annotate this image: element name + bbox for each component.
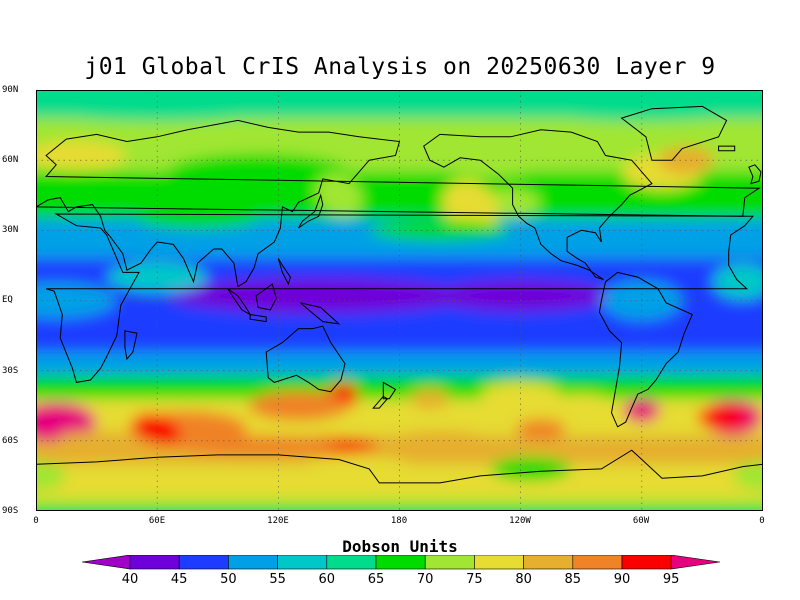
coastline-java [249,313,267,323]
coastline-australia [265,325,346,393]
graticule [36,90,763,511]
ozone-region [248,390,349,421]
colorbar-arrow-high [670,555,721,570]
coastline-madagascar [124,330,138,361]
coastline-iceland [718,145,736,152]
ozone-region [733,460,763,491]
ozone-region [440,152,541,177]
lon-label-120w: 120W [509,516,531,526]
colorbar-tick-label: 80 [515,572,532,587]
colorbar-segment [178,555,229,570]
coastline-new-zealand-north [382,381,397,400]
ozone-region [315,173,363,218]
ozone-map [36,90,763,511]
map-title: j01 Global CrIS Analysis on 20250630 Lay… [84,54,716,80]
ozone-region [480,382,561,407]
coastline-greenland [620,105,728,161]
lat-label-30s: 30S [2,366,19,376]
ozone-region [442,179,499,235]
coastline-new-guinea [300,302,341,325]
ozone-region [36,460,66,491]
colorbar-tick-label: 85 [564,572,582,587]
map-frame [36,90,763,511]
colorbar-tick-label: 45 [170,572,188,587]
colorbar-tick-label: 95 [662,572,680,587]
colorbar [81,555,721,570]
colorbar-arrow-low [81,555,131,570]
lon-label-0: 0 [33,516,39,526]
ozone-region [168,277,469,314]
coastline-borneo [255,283,277,311]
colorbar-segment [523,555,574,570]
ozone-region [430,279,611,312]
lat-label-90n: 90N [2,85,19,95]
ozone-region [515,419,566,440]
colorbar-segment [129,555,180,570]
ozone-region [36,282,117,319]
ozone-region [697,405,748,430]
ozone-region [409,388,450,409]
ozone-region [178,435,339,456]
lon-label-60w: 60W [632,516,650,526]
colorbar-title: Dobson Units [342,537,458,556]
colorbar-tick-label: 70 [416,572,434,587]
coastline-north-america [423,129,653,280]
coastline-south-america [598,271,693,428]
lon-label-120e: 120E [267,516,289,526]
ozone-band [36,351,763,376]
colorbar-tick-label: 55 [269,572,286,587]
colorbar-segment [375,555,426,570]
lat-label-30n: 30N [2,225,19,235]
lat-label-eq: EQ [2,295,13,305]
colorbar-segment [474,555,524,570]
colorbar-segment [326,555,377,570]
colorbar-segment [424,555,475,570]
coastline-great-britain [748,164,762,185]
ozone-region [309,456,410,473]
colorbar-tick-label: 75 [466,572,483,587]
ozone-region [712,263,763,300]
colorbar-tick-label: 65 [367,572,385,587]
ozone-region [36,140,127,171]
ozone-region [546,393,617,418]
ozone-region [369,220,510,241]
ozone-region [389,430,490,451]
coastline-africa [45,213,754,383]
colorbar-segment [277,555,328,570]
lon-label-60e: 60E [148,516,166,526]
lon-label-180: 180 [390,516,408,526]
ozone-field-svg [36,90,763,511]
coastline-new-zealand-south [372,395,389,409]
colorbar-tick-label: 60 [318,572,336,587]
coastline-japan [298,193,324,229]
ozone-region [137,208,258,229]
colorbar-segment [621,555,672,570]
lon-label-0-end: 0 [759,516,765,526]
coastline-eurasia [36,119,761,288]
ozone-region [490,456,571,481]
coastlines [36,105,763,511]
ozone-region [133,413,182,445]
coastline-antarctica [36,449,763,511]
colorbar-segment [228,555,278,570]
colorbar-tick-label: 90 [613,572,631,587]
lat-label-90s: 90S [2,506,19,516]
colorbar-tick-label: 50 [220,572,237,587]
coastline-philippines [277,258,291,286]
lat-label-60s: 60S [2,436,19,446]
colorbar-segment [572,555,623,570]
lat-label-60n: 60N [2,155,19,165]
ozone-band [36,499,763,511]
colorbar-tick-label: 40 [121,572,139,587]
